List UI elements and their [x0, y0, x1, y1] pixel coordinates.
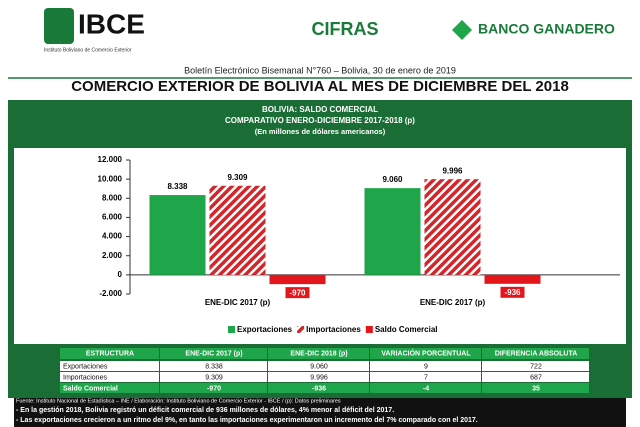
table-cell-text: -970	[207, 385, 221, 392]
table-cell	[268, 372, 369, 382]
bar	[424, 179, 481, 275]
y-tick-label: 0	[118, 270, 123, 279]
table-cell-text: -936	[312, 385, 326, 392]
y-tick-label: 2.000	[102, 251, 123, 260]
legend-label: Exportaciones	[237, 325, 293, 334]
table-cell-text: -4	[423, 385, 429, 392]
table-cell-text: 9.309	[205, 374, 223, 381]
logo-icon	[44, 8, 74, 44]
table-header-cell	[370, 348, 481, 359]
table-cell-text: 8.338	[205, 363, 223, 370]
main-title: COMERCIO EXTERIOR DE BOLIVIA AL MES DE D…	[71, 78, 569, 95]
value-label-box	[285, 287, 310, 299]
table-cell-text: 722	[530, 363, 542, 370]
table-cell	[482, 383, 589, 393]
value-label: 8.338	[167, 182, 188, 191]
table-cell-text: Exportaciones	[63, 363, 108, 370]
sponsor: BANCO GANADERO	[478, 21, 615, 37]
y-tick-label: 4.000	[102, 232, 123, 241]
section-title: CIFRAS	[312, 19, 379, 39]
legend-swatch	[297, 326, 305, 333]
bar	[484, 274, 541, 284]
y-tick-label: 10.000	[98, 174, 123, 183]
bar	[269, 274, 326, 285]
table-cell	[268, 361, 369, 371]
value-label: 9.309	[227, 173, 248, 182]
table-cell-text: Saldo Comercial	[63, 385, 118, 392]
value-label: -936	[504, 288, 521, 297]
source: Fuente: Instituto Nacional de Estadístic…	[16, 398, 341, 404]
legend-label: Importaciones	[306, 325, 361, 334]
table-cell-text: 687	[530, 374, 542, 381]
note: - Las exportaciones crecieron a un ritmo…	[16, 417, 478, 424]
table-header-cell	[268, 348, 369, 359]
table-header-cell	[482, 348, 589, 359]
table-header-cell	[60, 348, 159, 359]
unit-note: (En millones de dólares americanos)	[255, 127, 386, 136]
table-header: ENE-DIC 2018 (p)	[290, 350, 347, 357]
table-cell	[160, 372, 267, 382]
table-cell-text: 9.996	[310, 374, 328, 381]
y-tick-label: -2.000	[99, 289, 122, 298]
bar	[209, 185, 266, 275]
table-cell	[370, 361, 481, 371]
x-tick-label: ENE-DIC 2017 (p)	[205, 298, 271, 307]
note: - En la gestión 2018, Bolivia registró u…	[16, 407, 394, 414]
table-header: VARIACIÓN PORCENTUAL	[381, 348, 471, 357]
table-cell	[370, 383, 481, 393]
table-cell	[160, 383, 267, 393]
table-cell	[60, 361, 159, 371]
value-label: -970	[289, 288, 306, 297]
logo: IBCE	[78, 8, 145, 39]
x-tick-label: ENE-DIC 2017 (p)	[420, 298, 486, 307]
table-cell	[60, 383, 159, 393]
bar	[364, 188, 421, 275]
table-header: DIFERENCIA ABSOLUTA	[495, 350, 578, 357]
table-header: ENE-DIC 2017 (p)	[185, 350, 242, 357]
legend-label: Saldo Comercial	[375, 325, 438, 334]
bulletin: Boletín Electrónico Bisemanal N°760 – Bo…	[184, 65, 456, 75]
table-header: ESTRUCTURA	[86, 350, 134, 357]
table-cell	[370, 372, 481, 382]
table-cell-text: 7	[424, 374, 428, 381]
value-label: 9.996	[442, 166, 463, 175]
table-cell	[160, 361, 267, 371]
value-label-box	[500, 286, 525, 298]
notes-band	[14, 398, 626, 427]
table-header-cell	[160, 348, 267, 359]
y-tick-label: 12.000	[98, 155, 123, 164]
chart-area	[14, 148, 626, 344]
logo-subtitle: Instituto Boliviano de Comercio Exterior	[44, 47, 132, 53]
chart-subtitle: COMPARATIVO ENERO-DICIEMBRE 2017-2018 (p…	[225, 116, 415, 125]
sponsor-icon	[452, 20, 472, 40]
legend-swatch	[365, 326, 373, 333]
chart-title: BOLIVIA: SALDO COMERCIAL	[262, 105, 378, 114]
table-cell-text: Importaciones	[63, 374, 107, 381]
table-cell	[482, 372, 589, 382]
value-label: 9.060	[382, 175, 403, 184]
table-cell	[482, 361, 589, 371]
table-cell	[60, 372, 159, 382]
y-tick-label: 8.000	[102, 193, 123, 202]
bar	[149, 195, 206, 275]
legend-swatch	[228, 326, 235, 333]
y-tick-label: 6.000	[102, 213, 123, 222]
table-cell	[268, 383, 369, 393]
table-cell-text: 9	[424, 363, 428, 370]
table-cell-text: 35	[532, 385, 540, 392]
table-cell-text: 9.060	[310, 363, 328, 370]
